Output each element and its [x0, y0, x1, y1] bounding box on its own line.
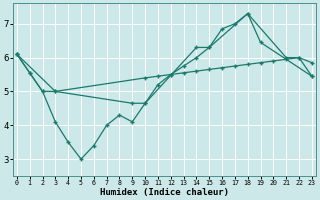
- X-axis label: Humidex (Indice chaleur): Humidex (Indice chaleur): [100, 188, 229, 197]
